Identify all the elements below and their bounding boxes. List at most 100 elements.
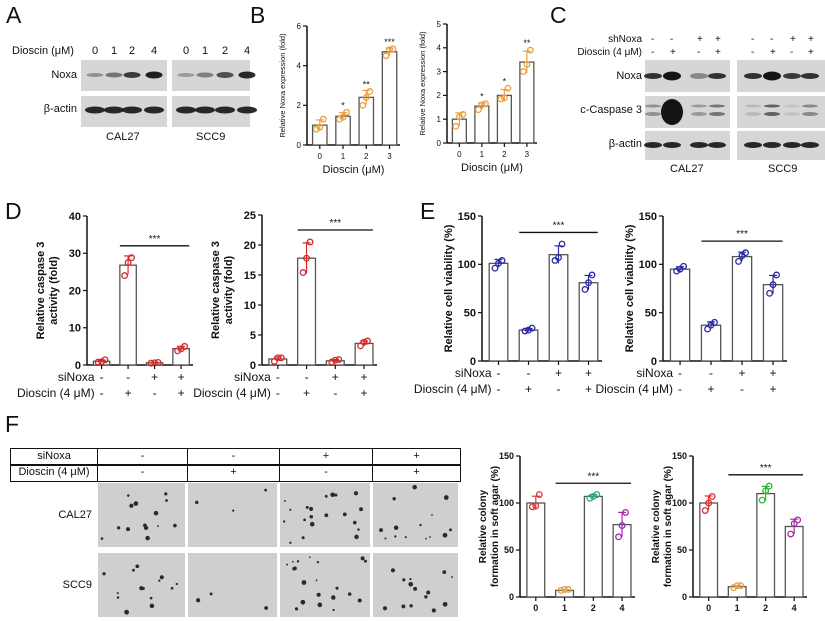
blot-band <box>645 104 661 108</box>
dioscin-sign: - <box>751 47 755 58</box>
y-tick-label: 50 <box>677 545 687 555</box>
bar <box>784 525 804 598</box>
colony <box>324 494 328 498</box>
dioscin-sign: + <box>670 47 676 58</box>
colony <box>330 492 335 497</box>
condition-sign: + <box>303 386 310 400</box>
y-axis-label: Relative colony <box>651 489 662 563</box>
data-point <box>589 492 597 500</box>
colony <box>442 601 448 607</box>
data-point <box>382 52 390 60</box>
condition-sign: - <box>497 366 501 380</box>
blot-band <box>708 73 726 79</box>
colony <box>292 567 296 571</box>
colony <box>360 556 365 561</box>
data-point <box>586 494 594 502</box>
y-tick-label: 5 <box>437 20 442 29</box>
colony <box>116 592 119 595</box>
bar <box>669 268 691 362</box>
blot-band <box>745 112 761 116</box>
y-tick-label: 150 <box>499 451 514 461</box>
data-point <box>593 491 601 498</box>
condition-sign: - <box>276 370 280 384</box>
colony <box>195 500 199 505</box>
cell-line-scc9: SCC9 <box>62 579 92 591</box>
blot-band <box>645 112 661 116</box>
y-tick-label: 2 <box>297 101 302 110</box>
blot-band <box>105 72 123 78</box>
colony <box>232 509 235 512</box>
y-tick-label: 3 <box>437 67 442 76</box>
y-axis-label: Relative Noxa expression (fold) <box>278 33 287 138</box>
colony <box>334 493 338 497</box>
y-tick-label: 2 <box>437 91 442 100</box>
colony <box>426 590 431 595</box>
shnoxa-label: shNoxa <box>608 34 642 45</box>
colony <box>353 491 359 496</box>
bar <box>526 502 546 598</box>
bar <box>578 282 599 362</box>
blot-band <box>690 73 708 79</box>
data-point <box>766 289 773 297</box>
blot-membrane <box>645 96 730 128</box>
blot-row-caspase3: c-Caspase 3 <box>580 104 642 116</box>
blot-band <box>784 112 800 116</box>
y-tick-label: 0 <box>651 356 657 368</box>
colony <box>357 598 362 603</box>
data-point <box>526 46 534 54</box>
y-tick-label: 4 <box>297 61 302 70</box>
colony <box>292 560 294 563</box>
condition-sign: - <box>709 366 713 380</box>
table-cell-dioscin: - <box>279 464 373 482</box>
colony <box>359 507 363 512</box>
data-point <box>742 249 749 257</box>
x-tick-label: 0 <box>457 150 462 159</box>
blot-band <box>104 106 124 114</box>
dioscin-sign: + <box>770 47 776 58</box>
condition-label: siNoxa <box>234 370 271 384</box>
x-axis-label: Dioscin (μM) <box>323 164 385 176</box>
dose-value: 4 <box>151 45 158 57</box>
colony-image <box>280 553 370 617</box>
y-tick-label: 50 <box>645 308 657 320</box>
shnoxa-sign: + <box>808 34 814 45</box>
data-point <box>94 358 102 366</box>
blot-band <box>764 104 780 108</box>
data-point <box>459 110 467 118</box>
data-point <box>128 254 136 262</box>
y-tick-label: 150 <box>458 211 476 223</box>
colony <box>135 564 140 569</box>
data-point <box>364 337 372 345</box>
colony <box>149 603 155 609</box>
panel-label-a: A <box>6 2 22 28</box>
significance-label: *** <box>760 463 772 474</box>
colony <box>324 513 329 518</box>
bar <box>699 502 719 598</box>
significance-label: *** <box>149 234 161 245</box>
colony <box>424 595 428 599</box>
data-point <box>336 115 343 123</box>
colony <box>352 520 357 525</box>
colony <box>401 604 406 609</box>
data-point <box>478 101 486 109</box>
cell-line-cal27: CAL27 <box>106 131 140 143</box>
colony <box>126 527 131 532</box>
blot-band <box>237 106 257 114</box>
colony <box>309 521 315 527</box>
colony <box>305 505 309 509</box>
condition-sign: + <box>332 370 339 384</box>
condition-sign: + <box>739 366 746 380</box>
blot-row-actin: β-actin <box>43 103 77 115</box>
condition-sign: - <box>100 370 104 384</box>
colony <box>309 506 314 511</box>
panel-label-d: D <box>5 198 22 224</box>
condition-sign: + <box>178 370 185 384</box>
data-point <box>535 491 543 498</box>
y-tick-label: 6 <box>297 22 302 31</box>
blot-band <box>744 73 762 79</box>
data-point <box>615 533 623 541</box>
blot-band <box>215 106 235 114</box>
colony <box>175 582 178 586</box>
colony <box>429 536 431 538</box>
data-point <box>366 87 374 95</box>
